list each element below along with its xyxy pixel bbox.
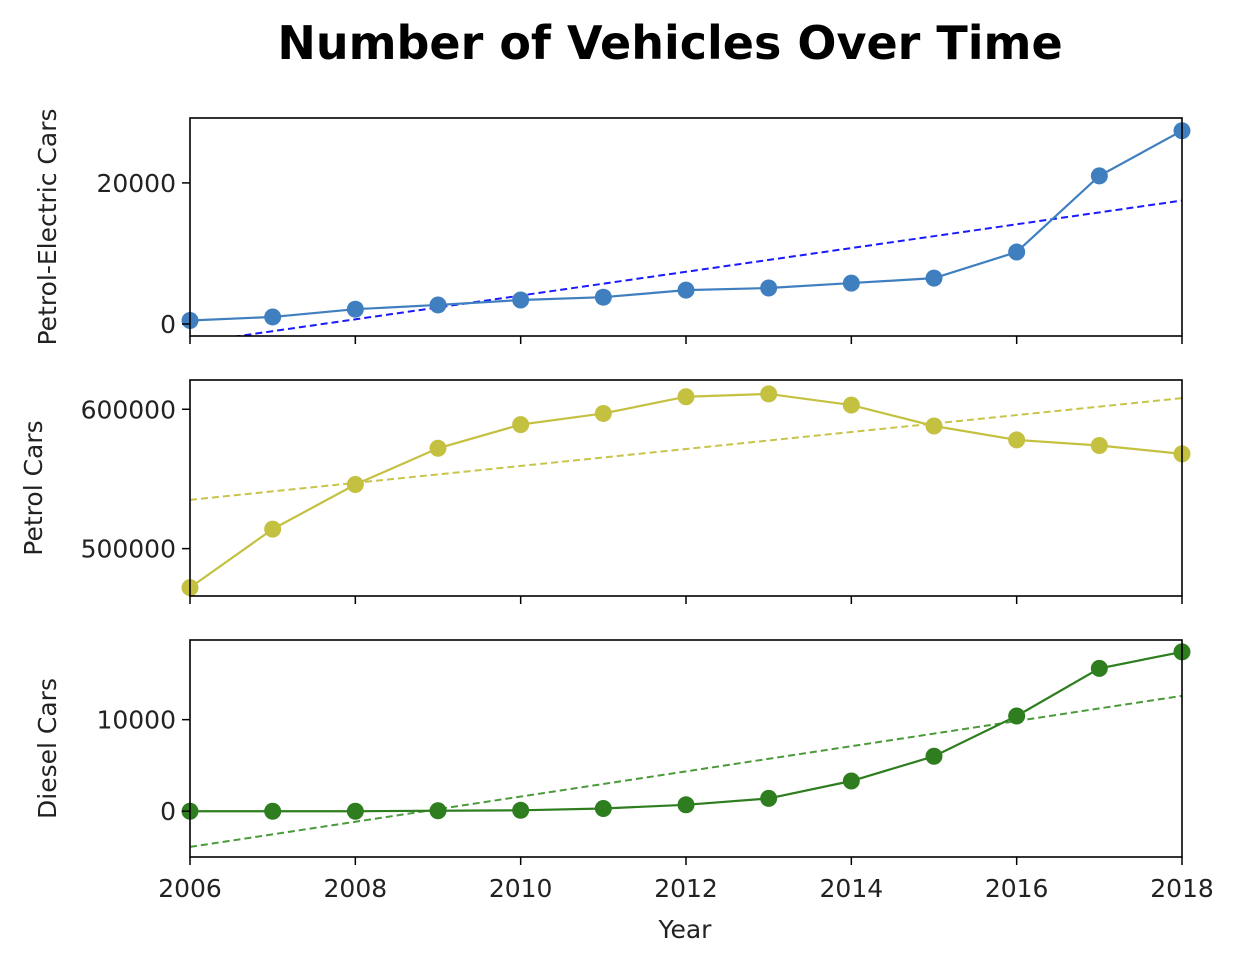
data-point (512, 801, 530, 819)
series-line (190, 650, 1183, 813)
data-point (512, 291, 530, 309)
series-line (189, 392, 1183, 589)
data-point (1090, 659, 1108, 677)
data-point (842, 396, 860, 414)
data-point (429, 802, 447, 820)
data-point (760, 789, 778, 807)
data-point (429, 439, 447, 457)
data-point (925, 417, 943, 435)
y-tick-label: 20000 (96, 169, 176, 198)
x-tick-label: 2008 (324, 874, 388, 903)
chart-title: Number of Vehicles Over Time (277, 16, 1062, 70)
y-tick-label: 0 (160, 797, 176, 826)
y-tick-label: 0 (160, 310, 176, 339)
data-point (264, 308, 282, 326)
x-tick-label: 2016 (985, 874, 1049, 903)
x-tick-label: 2010 (489, 874, 553, 903)
y-axis-label: Petrol Cars (19, 420, 48, 555)
data-point (429, 296, 447, 314)
data-point (760, 385, 778, 403)
data-point (760, 279, 778, 297)
data-point (842, 772, 860, 790)
data-point (1090, 167, 1108, 185)
y-axis-label: Diesel Cars (33, 678, 62, 819)
data-point (925, 269, 943, 287)
trend-line (190, 397, 1182, 501)
x-tick-label: 2018 (1150, 874, 1214, 903)
data-point (677, 281, 695, 299)
data-point (677, 388, 695, 406)
panel-3: 0 10000 Diesel Cars (33, 639, 1191, 865)
data-point (1008, 431, 1026, 449)
trend-line (232, 199, 1182, 336)
data-point (1090, 436, 1108, 454)
data-point (925, 747, 943, 765)
data-point (594, 404, 612, 422)
panel-1: 0 20000 Petrol-Electric Cars (33, 108, 1191, 346)
data-point (264, 520, 282, 538)
data-point (594, 799, 612, 817)
data-point (346, 300, 364, 318)
data-point (677, 796, 695, 814)
plot-frame (189, 639, 1183, 858)
panel-2: 500000 600000 Petrol Cars (19, 379, 1191, 604)
panels-group: 0 20000 Petrol-Electric Cars 500000 600000 Pe… (19, 108, 1214, 903)
data-point (1008, 707, 1026, 725)
trend-line (190, 694, 1182, 848)
data-point (1008, 243, 1026, 261)
x-tick-label: 2012 (654, 874, 718, 903)
data-point (264, 802, 282, 820)
data-point (512, 416, 530, 434)
data-point (842, 274, 860, 292)
x-tick-label: 2006 (158, 874, 222, 903)
y-tick-label: 500000 (81, 535, 176, 564)
plot-frame (189, 117, 1183, 337)
x-tick-label: 2014 (820, 874, 884, 903)
y-tick-label: 600000 (81, 395, 176, 424)
y-tick-label: 10000 (96, 706, 176, 735)
data-point (594, 288, 612, 306)
data-point (346, 476, 364, 494)
data-point (346, 802, 364, 820)
y-axis-label: Petrol-Electric Cars (33, 108, 62, 345)
x-axis-label: Year (658, 915, 713, 944)
